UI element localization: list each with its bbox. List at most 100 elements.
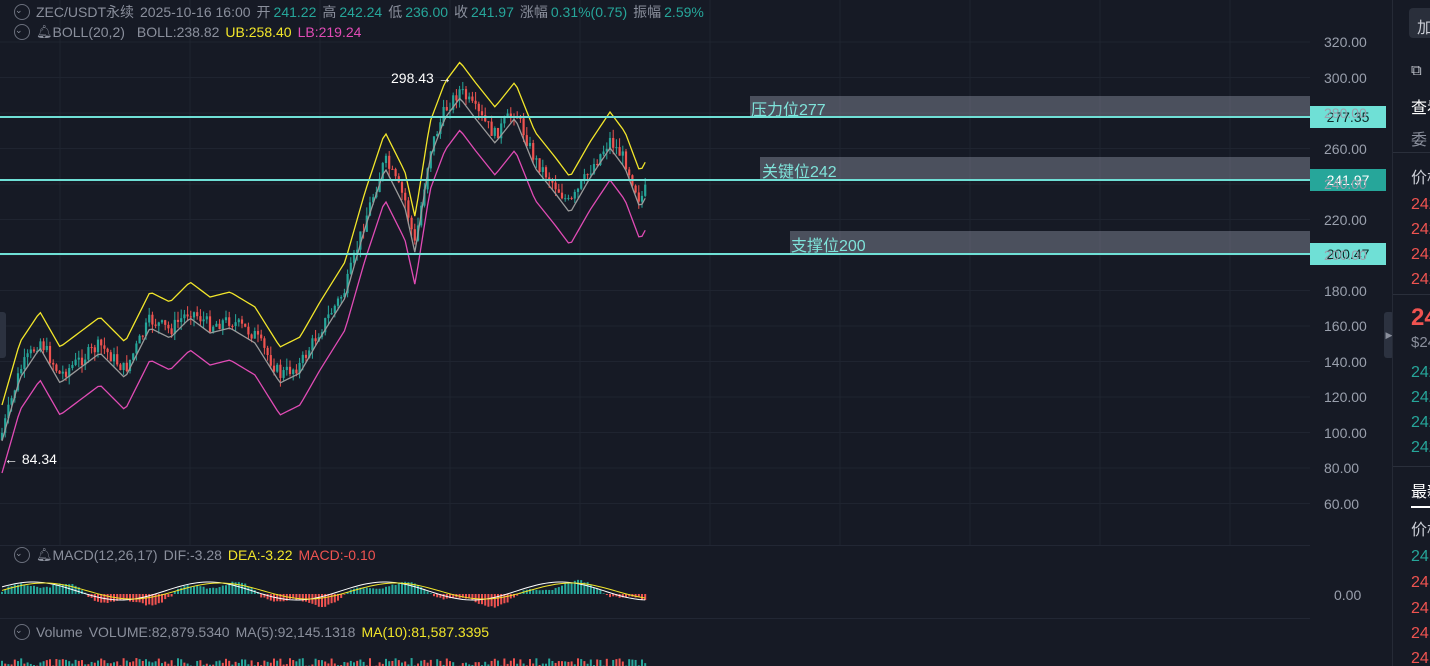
bell-icon[interactable]: 🔔︎ (36, 547, 53, 562)
candle-body (624, 151, 628, 170)
collapse-chevron-icon[interactable]: ⌄ (14, 4, 30, 20)
macd-bar (577, 579, 579, 594)
macd-bar (509, 594, 512, 599)
macd-bar (221, 585, 224, 594)
left-panel-handle[interactable] (0, 312, 6, 358)
price-tick: 240.00 (1324, 176, 1367, 192)
order-book-panel: 加 ⧉ 查看 委 价格 242 242 242 242 24 $24 242 2… (1392, 0, 1430, 666)
boll-label[interactable]: BOLL(20,2) (52, 24, 125, 40)
volume-bar (68, 661, 71, 666)
volume-bar (506, 663, 509, 666)
volume-label[interactable]: Volume (36, 624, 83, 640)
price-axis[interactable]: 320.00 300.00 280.00 260.00 240.00 220.00 200.… (1310, 0, 1390, 666)
candle-body (519, 117, 522, 119)
candle-body (599, 154, 602, 165)
candle-body (199, 316, 202, 322)
volume-bar (410, 658, 413, 666)
volume-bar (484, 661, 487, 666)
macd-bar (583, 582, 586, 594)
key-line[interactable] (0, 179, 1310, 181)
collapse-chevron-icon[interactable]: ⌄ (14, 24, 30, 40)
candle-body (135, 343, 138, 354)
volume-bar (474, 662, 477, 666)
bid-row[interactable]: 242 (1411, 414, 1430, 431)
volume-bar (231, 664, 234, 666)
macd-bar (119, 594, 122, 600)
candle-body (525, 135, 528, 147)
view-tab[interactable]: 查看 (1411, 100, 1430, 117)
volume-bar (621, 661, 624, 666)
volume-bar (289, 658, 291, 666)
ask-row[interactable]: 242 (1411, 271, 1430, 288)
macd-bar (77, 587, 80, 594)
symbol-name[interactable]: ZEC/USDT永续 (36, 4, 134, 20)
volume-bar (580, 659, 583, 666)
entrust-tab[interactable]: 委 (1411, 132, 1428, 149)
macd-bar (365, 587, 368, 594)
candle-body (234, 322, 237, 327)
ask-row[interactable]: 242 (1411, 221, 1430, 238)
trades-price-header: 价格 (1411, 522, 1430, 539)
panel-divider (1393, 466, 1430, 467)
ask-row[interactable]: 242 (1411, 246, 1430, 263)
panel-divider-volume (0, 618, 1310, 619)
candle-body (282, 370, 285, 378)
volume-legend: ⌄ Volume VOLUME:82,879.5340 MA(5):92,145… (14, 624, 489, 640)
volume-bar (487, 664, 490, 666)
resistance-line[interactable] (0, 116, 1310, 118)
macd-bar (449, 594, 451, 599)
chart-canvas[interactable] (0, 0, 1310, 545)
bid-row[interactable]: 242 (1411, 439, 1430, 456)
trade-row: 241 (1411, 574, 1430, 591)
bid-row[interactable]: 242 (1411, 389, 1430, 406)
support-line[interactable] (0, 253, 1310, 255)
candlestick-chart[interactable] (0, 0, 1310, 545)
candle-body (532, 142, 535, 160)
volume-bar (586, 663, 589, 666)
volume-bar (628, 659, 631, 666)
bid-row[interactable]: 242 (1411, 364, 1430, 381)
price-tick: 80.00 (1324, 460, 1360, 476)
candle-body (506, 113, 509, 118)
candle-body (74, 359, 77, 366)
link-icon[interactable]: ⧉ (1411, 62, 1422, 79)
collapse-chevron-icon[interactable]: ⌄ (14, 624, 30, 640)
macd-bar (410, 582, 413, 594)
support-price-tag: 200.47 (1310, 243, 1386, 265)
candle-body (567, 197, 570, 199)
macd-bar (337, 594, 339, 601)
ask-row[interactable]: 242 (1411, 196, 1430, 213)
macd-bar (61, 584, 64, 594)
volume-bar (429, 659, 432, 666)
add-button[interactable] (1409, 8, 1430, 38)
candle-body (490, 121, 493, 136)
macd-bar (493, 594, 496, 608)
volume-bar (445, 658, 448, 666)
volume-bar (349, 660, 352, 666)
macd-bar (148, 594, 151, 605)
right-panel-toggle[interactable]: ▶ (1384, 312, 1394, 358)
collapse-chevron-icon[interactable]: ⌄ (14, 547, 30, 563)
macd-chart[interactable] (0, 546, 1310, 619)
volume-bar (468, 664, 471, 666)
macd-bar (580, 580, 583, 594)
macd-label[interactable]: MACD(12,26,17) (52, 547, 158, 563)
candle-body (538, 158, 541, 173)
key-zone[interactable] (760, 157, 1310, 179)
macd-bar (164, 594, 167, 600)
volume-bar (449, 661, 451, 666)
volume-chart[interactable] (0, 621, 1310, 666)
resistance-zone[interactable] (750, 96, 1310, 118)
volume-bar (20, 658, 23, 666)
support-zone[interactable] (790, 231, 1310, 253)
candle-body (356, 249, 359, 253)
change-value: 0.31%(0.75) (550, 4, 628, 20)
candle-body (589, 173, 592, 175)
volume-bar (257, 662, 259, 666)
candle-body (605, 148, 608, 152)
latest-trades-tab[interactable]: 最新 (1411, 484, 1430, 501)
bell-icon[interactable]: 🔔︎ (36, 24, 53, 39)
candle-body (404, 192, 407, 201)
volume-bar (138, 659, 141, 666)
volume-bar (135, 658, 138, 666)
